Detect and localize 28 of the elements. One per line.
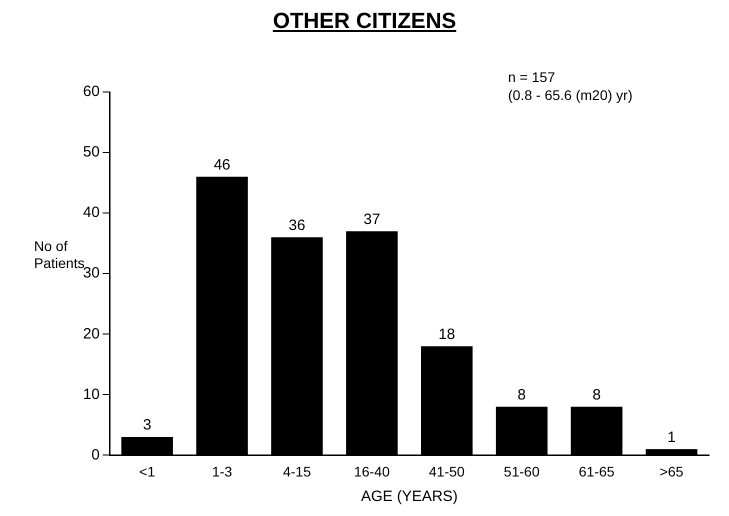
annotation: (0.8 - 65.6 (m20) yr) — [508, 86, 632, 104]
data-label: 36 — [288, 216, 306, 234]
y-tick-label: 10 — [82, 386, 100, 403]
y-tick-label: 20 — [82, 325, 100, 342]
data-label: 8 — [592, 386, 601, 404]
y-tick-label: 0 — [91, 446, 100, 464]
data-label: 37 — [364, 210, 380, 228]
x-tick-label: 61-65 — [578, 463, 615, 480]
data-label: 3 — [142, 416, 152, 434]
y-axis-title: No of Patients — [34, 238, 85, 271]
y-tick-label: 60 — [82, 83, 100, 100]
x-tick-label: 1-3 — [212, 463, 232, 480]
x-tick-label: 16-40 — [354, 463, 390, 480]
chart-title: OTHER CITIZENS — [272, 8, 458, 34]
data-label: 8 — [518, 386, 526, 404]
y-tick-label: 40 — [82, 204, 100, 222]
data-label: 46 — [214, 156, 230, 174]
x-tick-label: <1 — [139, 463, 156, 480]
data-label: 1 — [667, 428, 676, 446]
x-tick-label: 41-50 — [428, 463, 465, 480]
x-tick-label: >65 — [660, 463, 684, 480]
x-axis-title: AGE (YEARS) — [361, 488, 458, 506]
text: n = 157 — [508, 68, 556, 86]
x-tick-label: 51-60 — [504, 463, 540, 480]
data-label: 18 — [438, 326, 456, 343]
y-tick-label: 30 — [82, 264, 100, 282]
x-tick-label: 4-15 — [282, 463, 312, 480]
y-tick-label: 50 — [82, 144, 100, 161]
